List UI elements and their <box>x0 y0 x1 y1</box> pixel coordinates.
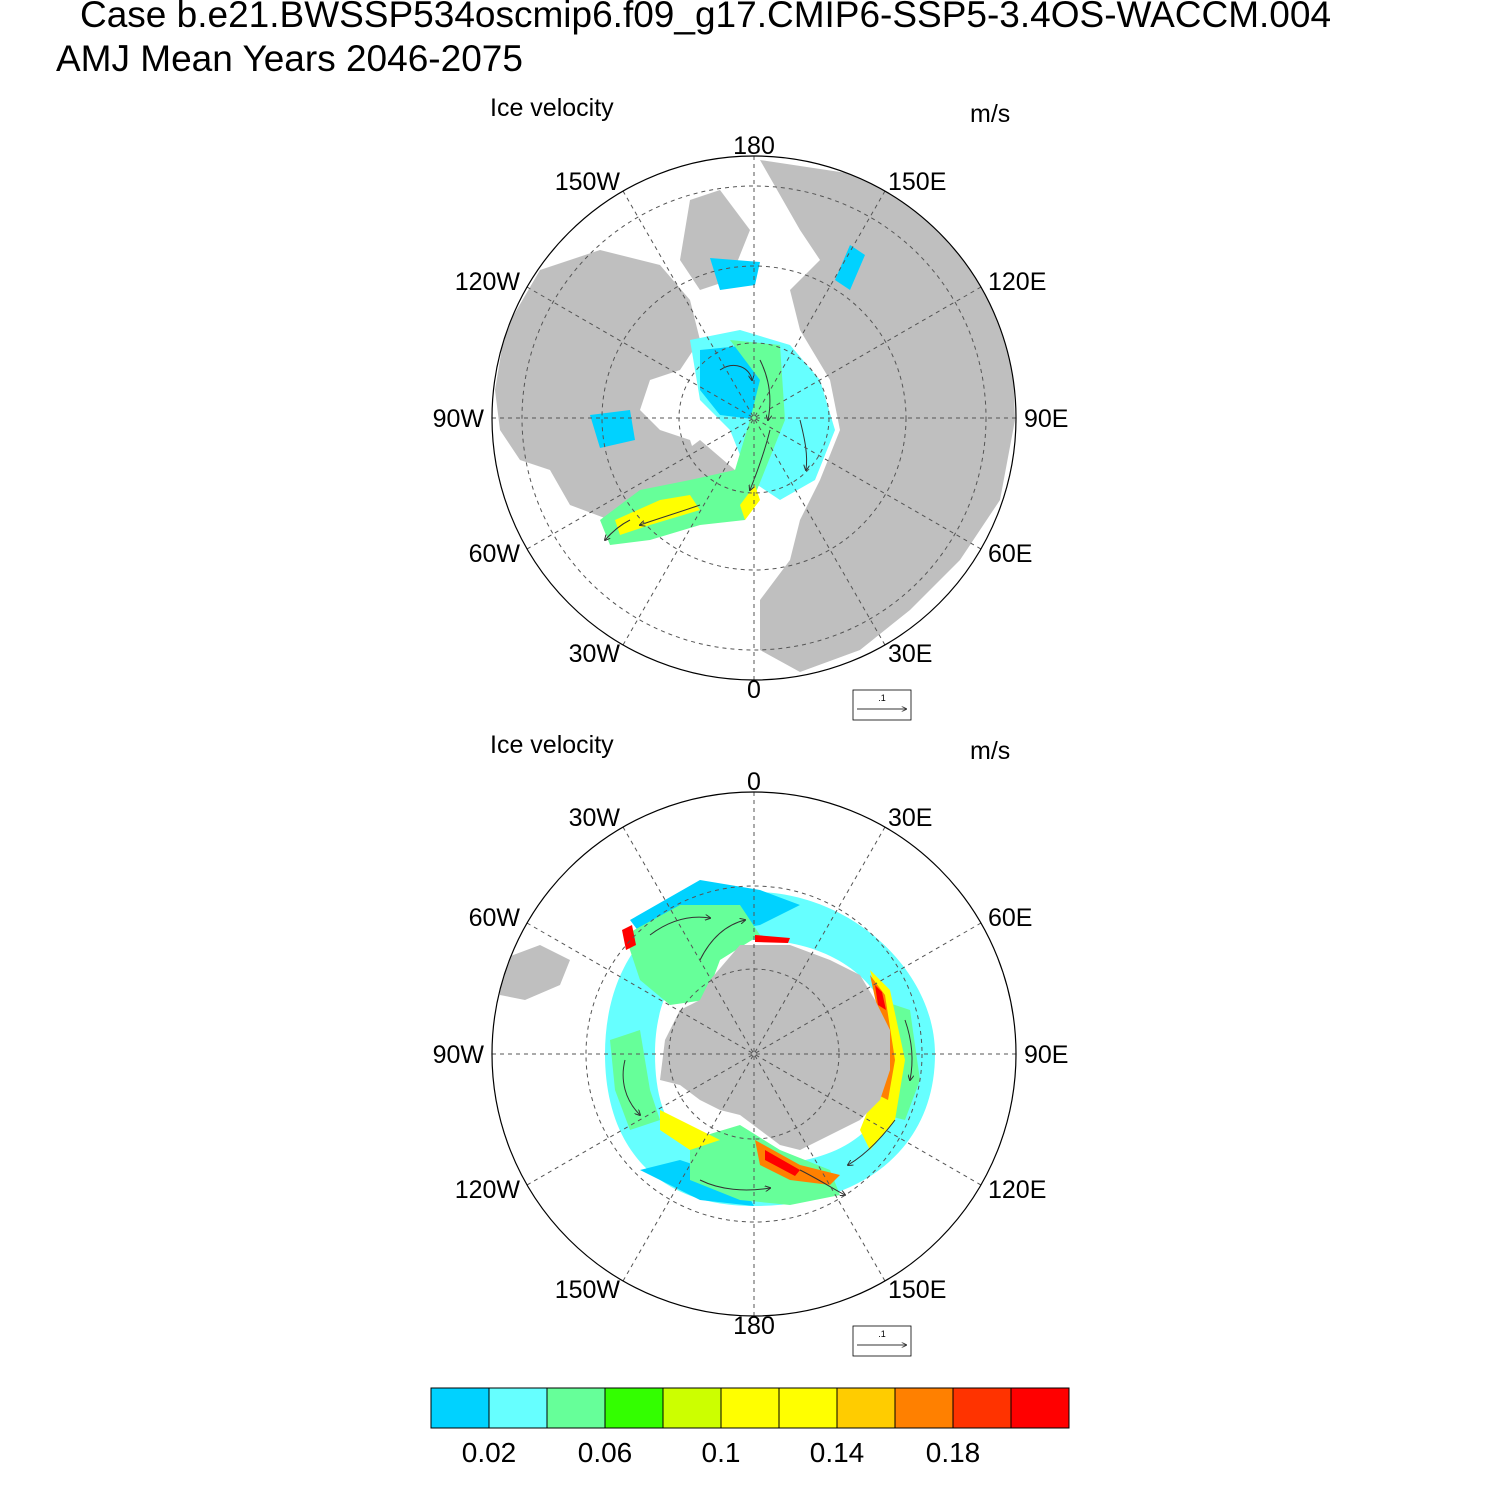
north-ice-blue <box>590 245 865 448</box>
south-lon-label: 90E <box>1024 1041 1068 1069</box>
south-map-border <box>491 791 1017 1317</box>
colorbar-box <box>778 1387 838 1429</box>
south-lon-label: 150E <box>888 1276 946 1304</box>
north-lon-labels: 180 150E 120E 90E 60E 30E 0 30W 60W 90W … <box>433 132 1069 704</box>
colorbar-box <box>836 1387 896 1429</box>
north-lon-label: 90E <box>1024 405 1068 433</box>
south-lon-label: 120W <box>455 1176 521 1204</box>
colorbar-label: 0.06 <box>578 1437 633 1468</box>
south-lon-label: 60E <box>988 904 1032 932</box>
south-reference-vector: .1 <box>852 1325 912 1357</box>
colorbar: 0.02 0.06 0.1 0.14 0.18 <box>430 1387 1070 1468</box>
north-lon-label: 180 <box>733 132 775 160</box>
south-lon-label: 30E <box>888 804 932 832</box>
north-panel-units: m/s <box>970 100 1010 128</box>
north-lon-label: 120W <box>455 268 521 296</box>
south-lon-label: 30W <box>569 804 621 832</box>
south-ice-yellow <box>660 970 905 1150</box>
colorbar-box <box>720 1387 780 1429</box>
colorbar-labels: 0.02 0.06 0.1 0.14 0.18 <box>462 1437 981 1468</box>
colorbar-box <box>952 1387 1012 1429</box>
colorbar-boxes <box>430 1387 1070 1429</box>
colorbar-box <box>488 1387 548 1429</box>
south-panel-title: Ice velocity <box>490 731 614 759</box>
north-land-siberia <box>760 160 1015 672</box>
north-ice-green <box>600 340 785 545</box>
colorbar-box <box>1010 1387 1070 1429</box>
period-title: AMJ Mean Years 2046-2075 <box>56 38 523 79</box>
colorbar-label: 0.18 <box>926 1437 981 1468</box>
colorbar-box <box>546 1387 606 1429</box>
north-panel-title: Ice velocity <box>490 94 614 122</box>
north-panel: Ice velocity m/s <box>433 94 1069 721</box>
colorbar-label: 0.1 <box>702 1437 741 1468</box>
south-lon-label: 60W <box>469 904 521 932</box>
north-land-canada <box>495 250 700 520</box>
north-lon-label: 60E <box>988 540 1032 568</box>
south-lon-label: 180 <box>733 1312 775 1340</box>
south-ice-green-west <box>610 1030 660 1130</box>
south-lon-label: 0 <box>747 768 761 796</box>
case-title: Case b.e21.BWSSP534oscmip6.f09_g17.CMIP6… <box>80 0 1332 35</box>
north-lon-label: 150E <box>888 168 946 196</box>
colorbar-box <box>894 1387 954 1429</box>
south-reference-vector-label: .1 <box>878 1329 886 1339</box>
south-lon-label: 150W <box>555 1276 621 1304</box>
colorbar-box <box>662 1387 722 1429</box>
north-ice-yellow <box>615 485 760 535</box>
south-panel-units: m/s <box>970 737 1010 765</box>
north-lon-label: 30W <box>569 640 621 668</box>
colorbar-label: 0.14 <box>810 1437 865 1468</box>
colorbar-box <box>430 1387 490 1429</box>
north-map-border <box>491 155 1017 681</box>
north-graticule <box>492 156 1016 680</box>
north-lon-label: 30E <box>888 640 932 668</box>
north-reference-vector: .1 <box>852 689 912 721</box>
south-land-south-america <box>500 945 570 1000</box>
south-graticule <box>492 792 1016 1316</box>
north-lon-label: 60W <box>469 540 521 568</box>
north-lon-label: 90W <box>433 405 485 433</box>
colorbar-box <box>604 1387 664 1429</box>
south-map <box>492 792 1016 1316</box>
north-lon-label: 120E <box>988 268 1046 296</box>
south-ice-blue <box>630 880 800 1206</box>
south-ice-vectors <box>622 917 912 1195</box>
north-lon-label: 0 <box>747 676 761 704</box>
north-map <box>492 156 1016 680</box>
colorbar-label: 0.02 <box>462 1437 517 1468</box>
south-lon-label: 120E <box>988 1176 1046 1204</box>
south-ice-green-weddell <box>625 905 760 1005</box>
north-reference-vector-label: .1 <box>878 693 886 703</box>
south-lon-labels: 0 30E 60E 90E 120E 150E 180 150W 120W 90… <box>433 768 1069 1340</box>
north-lon-label: 150W <box>555 168 621 196</box>
south-panel: Ice velocity m/s <box>433 731 1069 1357</box>
south-lon-label: 90W <box>433 1041 485 1069</box>
